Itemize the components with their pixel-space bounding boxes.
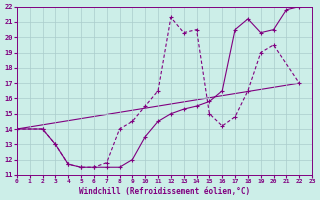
- X-axis label: Windchill (Refroidissement éolien,°C): Windchill (Refroidissement éolien,°C): [79, 187, 250, 196]
